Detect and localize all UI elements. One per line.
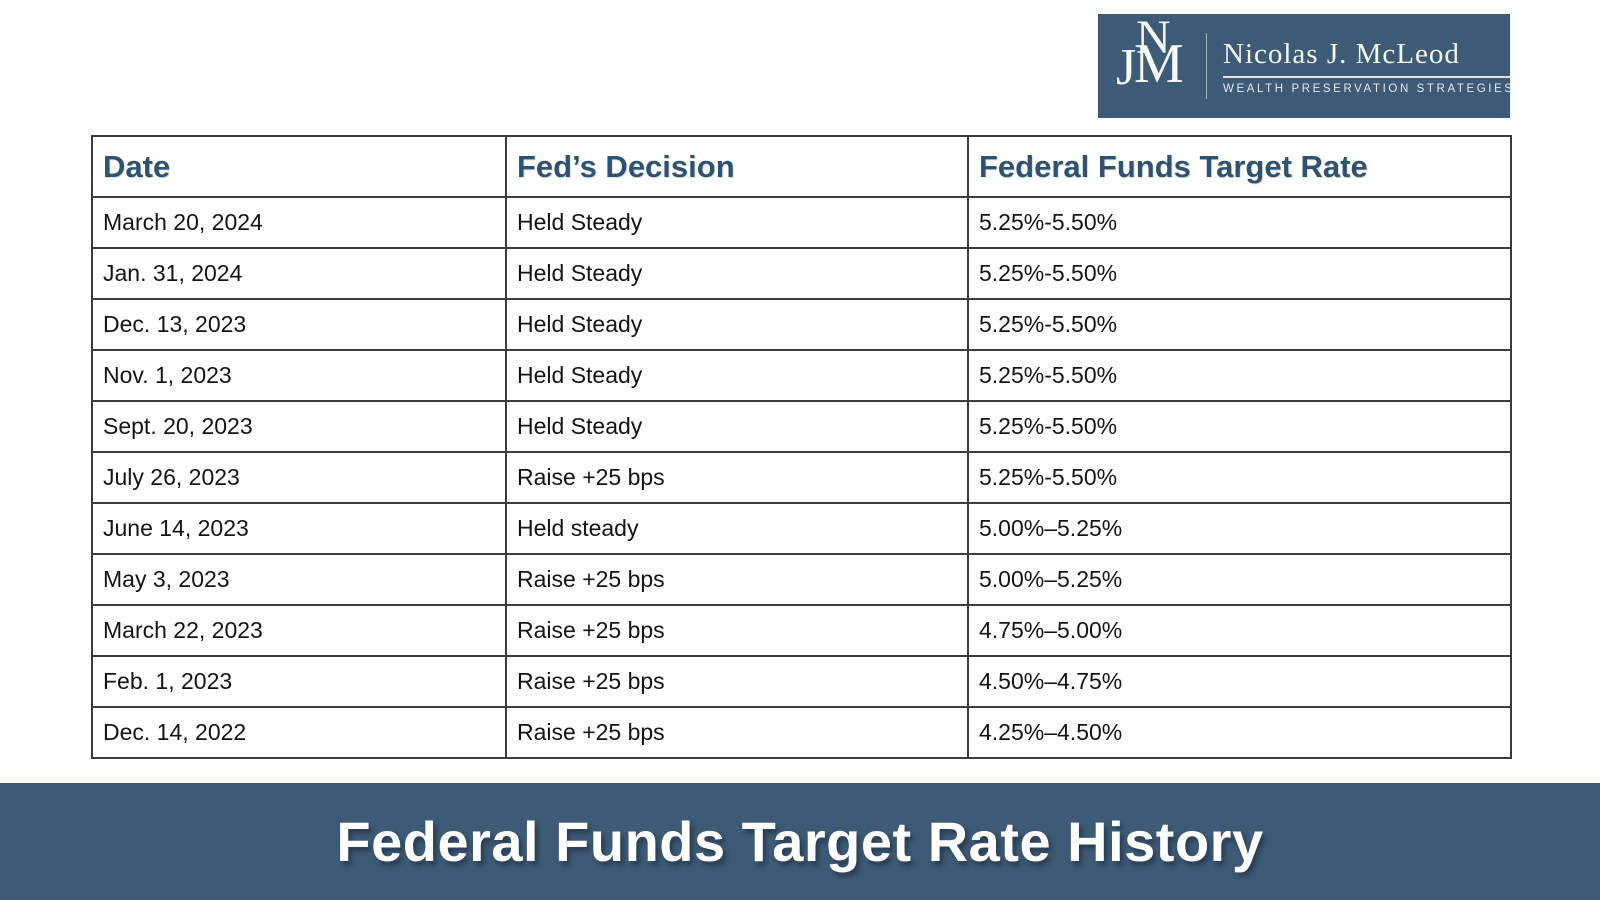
cell-date: March 20, 2024 — [91, 196, 507, 249]
cell-decision: Raise +25 bps — [505, 451, 969, 504]
footer-banner: Federal Funds Target Rate History — [0, 783, 1600, 900]
cell-date: March 22, 2023 — [91, 604, 507, 657]
cell-rate: 4.25%–4.50% — [967, 706, 1512, 759]
cell-decision: Held steady — [505, 502, 969, 555]
brand-tagline: WEALTH PRESERVATION STRATEGIES — [1223, 82, 1515, 95]
column-header-decision: Fed’s Decision — [505, 135, 969, 198]
cell-decision: Held Steady — [505, 349, 969, 402]
table-header-row: Date Fed’s Decision Federal Funds Target… — [91, 135, 1512, 198]
cell-date: July 26, 2023 — [91, 451, 507, 504]
cell-rate: 5.25%-5.50% — [967, 298, 1512, 351]
cell-decision: Raise +25 bps — [505, 655, 969, 708]
table-row: Feb. 1, 2023 Raise +25 bps 4.50%–4.75% — [91, 655, 1512, 708]
jm-monogram-icon: N J M — [1116, 14, 1198, 110]
page-title: Federal Funds Target Rate History — [336, 810, 1264, 873]
cell-rate: 5.25%-5.50% — [967, 400, 1512, 453]
cell-rate: 5.25%-5.50% — [967, 196, 1512, 249]
cell-date: May 3, 2023 — [91, 553, 507, 606]
cell-decision: Held Steady — [505, 298, 969, 351]
cell-decision: Held Steady — [505, 400, 969, 453]
monogram-letter-m: M — [1134, 33, 1184, 95]
table-row: Dec. 13, 2023 Held Steady 5.25%-5.50% — [91, 298, 1512, 351]
monogram-letter-j: J — [1116, 39, 1137, 96]
monogram-letter-n: N — [1136, 11, 1171, 64]
cell-rate: 4.75%–5.00% — [967, 604, 1512, 657]
cell-date: Dec. 13, 2023 — [91, 298, 507, 351]
table-row: Sept. 20, 2023 Held Steady 5.25%-5.50% — [91, 400, 1512, 453]
cell-rate: 5.00%–5.25% — [967, 502, 1512, 555]
logo-divider — [1206, 33, 1207, 99]
brand-text-block: Nicolas J. McLeod WEALTH PRESERVATION ST… — [1223, 38, 1515, 95]
table-row: May 3, 2023 Raise +25 bps 5.00%–5.25% — [91, 553, 1512, 606]
column-header-date: Date — [91, 135, 507, 198]
cell-date: June 14, 2023 — [91, 502, 507, 555]
cell-date: Jan. 31, 2024 — [91, 247, 507, 300]
cell-rate: 5.25%-5.50% — [967, 451, 1512, 504]
cell-decision: Raise +25 bps — [505, 604, 969, 657]
cell-decision: Raise +25 bps — [505, 553, 969, 606]
brand-name: Nicolas J. McLeod — [1223, 38, 1515, 78]
table-row: Nov. 1, 2023 Held Steady 5.25%-5.50% — [91, 349, 1512, 402]
column-header-rate: Federal Funds Target Rate — [967, 135, 1512, 198]
rate-history-table: Date Fed’s Decision Federal Funds Target… — [91, 135, 1512, 759]
cell-rate: 5.25%-5.50% — [967, 247, 1512, 300]
cell-date: Dec. 14, 2022 — [91, 706, 507, 759]
table-row: July 26, 2023 Raise +25 bps 5.25%-5.50% — [91, 451, 1512, 504]
cell-rate: 5.00%–5.25% — [967, 553, 1512, 606]
cell-decision: Raise +25 bps — [505, 706, 969, 759]
brand-logo: N J M Nicolas J. McLeod WEALTH PRESERVAT… — [1098, 14, 1515, 118]
cell-decision: Held Steady — [505, 196, 969, 249]
table-row: March 20, 2024 Held Steady 5.25%-5.50% — [91, 196, 1512, 249]
table-row: June 14, 2023 Held steady 5.00%–5.25% — [91, 502, 1512, 555]
cell-rate: 5.25%-5.50% — [967, 349, 1512, 402]
cell-decision: Held Steady — [505, 247, 969, 300]
table-row: March 22, 2023 Raise +25 bps 4.75%–5.00% — [91, 604, 1512, 657]
cell-date: Nov. 1, 2023 — [91, 349, 507, 402]
cell-date: Sept. 20, 2023 — [91, 400, 507, 453]
table-row: Jan. 31, 2024 Held Steady 5.25%-5.50% — [91, 247, 1512, 300]
table-row: Dec. 14, 2022 Raise +25 bps 4.25%–4.50% — [91, 706, 1512, 759]
cell-rate: 4.50%–4.75% — [967, 655, 1512, 708]
cell-date: Feb. 1, 2023 — [91, 655, 507, 708]
